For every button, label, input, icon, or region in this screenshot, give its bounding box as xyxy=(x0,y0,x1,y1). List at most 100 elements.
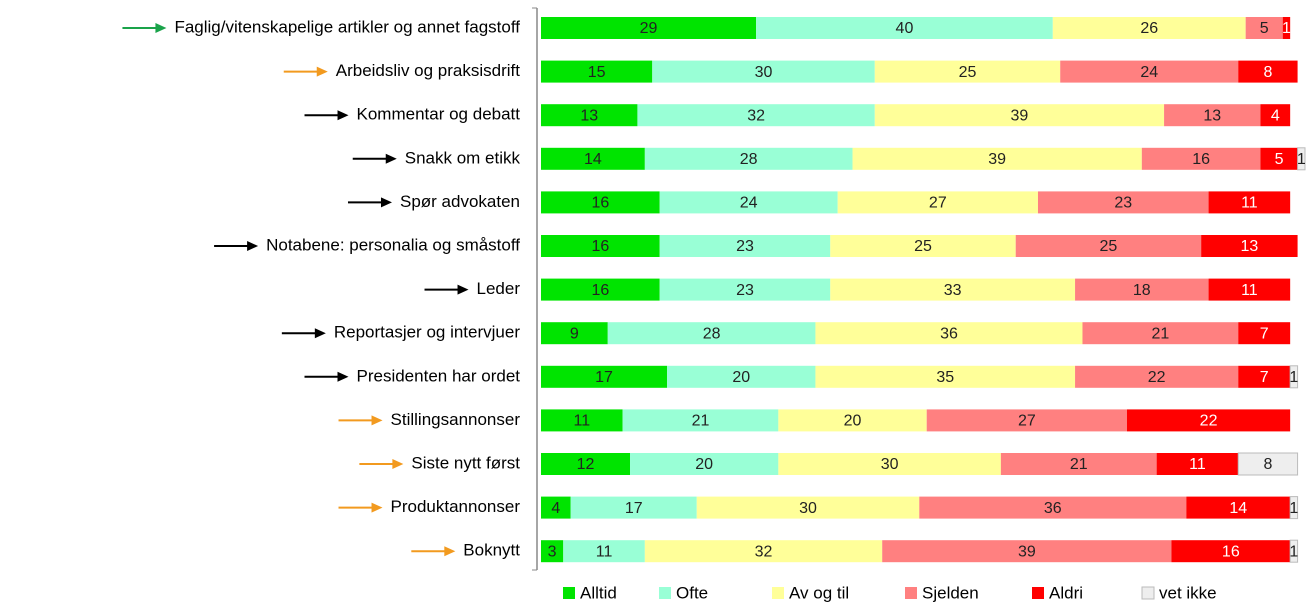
value-label: 21 xyxy=(692,413,710,430)
bar-segment xyxy=(541,104,638,127)
bar-segment xyxy=(815,322,1083,345)
category-label: Boknytt xyxy=(463,541,520,560)
bar-segment xyxy=(541,496,571,519)
legend-swatch xyxy=(563,587,575,599)
bar-segment xyxy=(882,540,1172,563)
bar-segment xyxy=(1037,191,1209,214)
bar-segment xyxy=(830,278,1076,301)
bar-segment xyxy=(1015,235,1202,257)
value-label: 8 xyxy=(1263,64,1272,81)
bar-segment xyxy=(1141,147,1261,170)
value-label: 16 xyxy=(591,238,609,255)
category-label: Presidenten har ordet xyxy=(357,366,521,385)
bar-segment xyxy=(622,409,779,432)
bar-segment xyxy=(1289,496,1299,520)
value-label: 40 xyxy=(896,20,914,37)
arrow-head xyxy=(155,23,167,33)
bar-segment xyxy=(1186,496,1291,519)
value-label: 15 xyxy=(588,64,606,81)
bar-segment xyxy=(541,365,668,388)
bar-segment xyxy=(659,191,838,214)
value-label: 7 xyxy=(1260,369,1269,386)
value-label: 9 xyxy=(570,325,579,342)
value-label: 35 xyxy=(936,369,954,386)
value-label: 20 xyxy=(695,456,713,473)
value-label: 3 xyxy=(548,543,557,560)
bar-segment xyxy=(607,322,816,345)
category-label: Reportasjer og intervjuer xyxy=(334,323,520,342)
bar-segment xyxy=(541,540,564,563)
value-label: 16 xyxy=(591,282,609,299)
bar-segment xyxy=(541,409,623,432)
legend-label: vet ikke xyxy=(1159,583,1217,602)
value-label: 22 xyxy=(1148,369,1166,386)
legend-swatch xyxy=(1032,587,1044,599)
bar-segment xyxy=(1060,60,1239,83)
bar-segment xyxy=(659,235,831,257)
legend-label: Alltid xyxy=(580,583,617,602)
bar-segment xyxy=(1156,453,1239,475)
arrow-head xyxy=(371,415,383,426)
value-label: 11 xyxy=(1189,456,1206,473)
value-label: 1 xyxy=(1289,369,1298,386)
bar-segment xyxy=(926,409,1127,432)
bar-segment xyxy=(830,235,1016,257)
value-label: 13 xyxy=(1203,107,1221,124)
value-label: 27 xyxy=(1018,413,1036,430)
value-label: 1 xyxy=(1289,543,1298,560)
bar-segment xyxy=(756,17,1053,39)
bar-segment xyxy=(659,278,831,301)
value-label: 11 xyxy=(596,543,613,560)
category-label: Faglig/vitenskapelige artikler og annet … xyxy=(174,17,520,36)
value-label: 25 xyxy=(914,238,932,255)
value-label: 21 xyxy=(1070,456,1088,473)
arrow-head xyxy=(371,502,383,513)
value-label: 25 xyxy=(959,64,977,81)
value-label: 5 xyxy=(1260,20,1269,37)
category-label: Siste nytt først xyxy=(411,453,520,472)
bar-segment xyxy=(1164,104,1261,127)
arrow-head xyxy=(380,197,392,208)
value-label: 22 xyxy=(1200,413,1218,430)
value-label: 16 xyxy=(1222,543,1240,560)
value-label: 11 xyxy=(1241,282,1258,299)
arrow-head xyxy=(337,371,349,382)
bar-segment xyxy=(541,60,653,83)
category-label: Leder xyxy=(477,279,521,298)
arrow-head xyxy=(316,66,328,77)
value-label: 14 xyxy=(584,151,602,168)
value-label: 8 xyxy=(1263,456,1272,473)
value-label: 36 xyxy=(940,325,958,342)
bar-segment xyxy=(1052,17,1246,39)
bar-segment xyxy=(652,60,875,83)
category-label: Stillingsannonser xyxy=(391,410,521,429)
bar-segment xyxy=(541,235,660,257)
value-label: 4 xyxy=(551,500,560,517)
value-label: 18 xyxy=(1133,282,1151,299)
legend-label: Sjelden xyxy=(922,583,979,602)
bar-segment xyxy=(1238,322,1291,345)
bar-segment xyxy=(570,496,697,519)
value-label: 20 xyxy=(844,413,862,430)
bar-segment xyxy=(696,496,920,519)
bar-segment xyxy=(1289,365,1299,389)
value-label: 4 xyxy=(1271,107,1280,124)
value-label: 23 xyxy=(736,282,754,299)
arrow-head xyxy=(444,546,456,557)
bar-segment xyxy=(1238,60,1298,83)
value-label: 1 xyxy=(1282,20,1291,37)
legend-label: Aldri xyxy=(1049,583,1083,602)
bar-segment xyxy=(874,104,1165,127)
legend-label: Ofte xyxy=(676,583,708,602)
bar-segment xyxy=(1201,235,1298,257)
legend-label: Av og til xyxy=(789,583,849,602)
value-label: 27 xyxy=(929,195,947,212)
category-label: Spør advokaten xyxy=(400,192,520,211)
bar-segment xyxy=(541,322,608,345)
bar-segment xyxy=(1208,191,1291,214)
bar-segment xyxy=(1171,540,1291,563)
value-label: 28 xyxy=(740,151,758,168)
bar-segment xyxy=(667,365,816,388)
arrow-head xyxy=(392,459,404,469)
